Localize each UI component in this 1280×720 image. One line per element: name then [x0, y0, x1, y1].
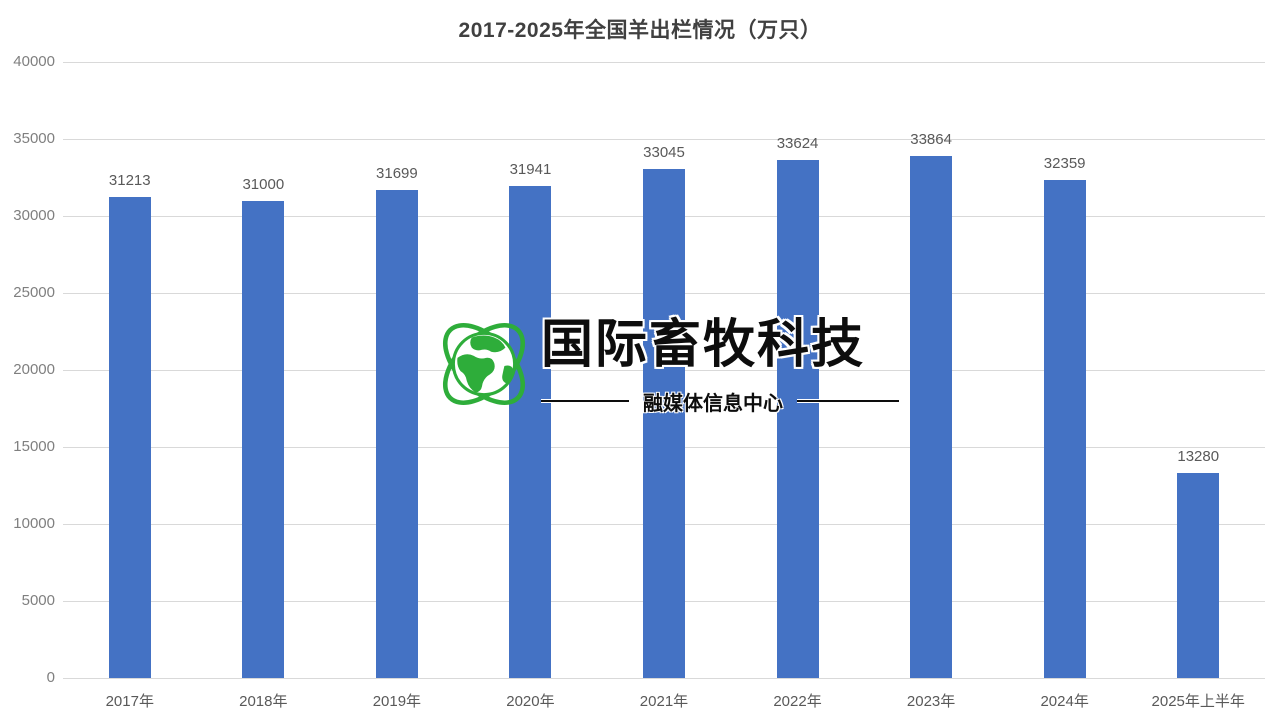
x-axis-category-label: 2019年 [372, 693, 422, 710]
bar [1177, 473, 1220, 678]
watermark-subtitle: 融媒体信息中心 [643, 392, 783, 415]
watermark-brand: 国际畜牧科技 [541, 316, 866, 374]
bar [776, 160, 819, 678]
bar-value-label: 33624 [776, 135, 819, 153]
bar-value-label: 33864 [910, 131, 952, 149]
bar [1043, 179, 1086, 678]
x-axis-category-label: 2022年 [773, 693, 822, 710]
y-tick-label: 40000 [13, 53, 55, 70]
bar-value-label: 33045 [643, 144, 685, 162]
bar-value-label: 31699 [376, 164, 418, 182]
bar [509, 186, 552, 678]
y-tick-label: 5000 [21, 592, 55, 609]
bar [242, 200, 285, 678]
subtitle-right-rule [797, 400, 899, 403]
gridline [63, 62, 1265, 63]
bar-value-label: 31213 [108, 172, 151, 190]
bar-value-label: 31941 [509, 161, 552, 179]
gridline [63, 678, 1265, 679]
gridline [63, 139, 1265, 140]
chart-title: 2017-2025年全国羊出栏情况（万只） [458, 19, 822, 42]
subtitle-left-rule [541, 400, 629, 403]
y-tick-label: 25000 [13, 284, 55, 301]
plot-area: 31213 31000 31699 31941 33045 33624 33864 32359… [63, 62, 1265, 679]
x-axis-category-label: 2024年 [1040, 693, 1089, 710]
watermark-text-block: 国际畜牧科技 融媒体信息中心 [541, 310, 899, 416]
x-axis-category-label: 2018年 [239, 693, 288, 710]
bar-value-label: 32359 [1043, 154, 1086, 172]
x-axis-category-label: 2020年 [506, 693, 555, 710]
x-axis-category-label: 2023年 [906, 693, 956, 710]
x-axis-category-label: 2021年 [639, 693, 689, 710]
x-axis-category-label: 2017年 [105, 693, 154, 710]
bar-value-label: 31000 [242, 175, 285, 193]
y-tick-label: 20000 [13, 361, 55, 378]
bar [375, 189, 418, 678]
x-axis-category-label: 2025年上半年 [1151, 693, 1245, 710]
y-tick-label: 30000 [13, 207, 55, 224]
globe-orbit-icon [442, 322, 526, 406]
y-tick-label: 0 [46, 669, 55, 686]
bar [910, 156, 953, 678]
bar-value-label: 13280 [1177, 448, 1220, 466]
y-tick-label: 35000 [13, 130, 55, 147]
y-tick-label: 15000 [13, 438, 55, 455]
bar [108, 197, 151, 678]
bar [643, 169, 685, 678]
watermark: 国际畜牧科技 融媒体信息中心 [433, 310, 899, 416]
y-tick-label: 10000 [13, 515, 55, 532]
watermark-subtitle-row: 融媒体信息中心 [541, 387, 899, 416]
